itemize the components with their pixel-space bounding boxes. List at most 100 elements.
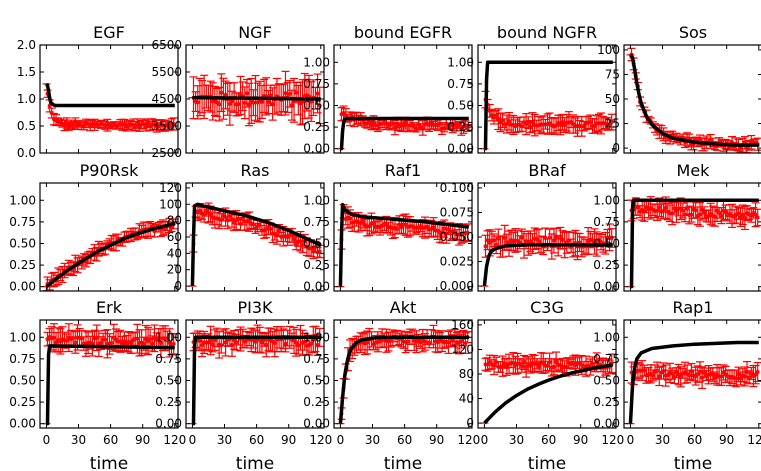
data-point — [727, 212, 732, 216]
data-point — [592, 124, 597, 128]
panel-bound-egfr: 0.00 0.25 0.50 0.75 1.00 bound EGFR — [303, 23, 473, 156]
data-point — [749, 371, 754, 376]
data-point — [715, 372, 720, 377]
data-point — [365, 340, 370, 345]
data-point — [264, 342, 269, 347]
y-tick-label: 0.100 — [440, 181, 474, 195]
data-point — [128, 341, 133, 346]
y-tick-label: 0.75 — [303, 215, 330, 229]
data-point — [420, 126, 425, 130]
data-point — [706, 214, 711, 218]
x-tick-label: 0 — [337, 433, 345, 447]
data-point — [571, 360, 576, 365]
plot-area — [626, 47, 761, 153]
y-tick-label: 40 — [167, 246, 182, 260]
data-point — [670, 371, 675, 376]
data-point — [51, 335, 56, 340]
data-point — [581, 124, 586, 129]
panel-bound-ngfr: 0.00 0.25 0.50 0.75 1.00 bound NGFR — [447, 23, 617, 156]
x-tick-label: 0 — [627, 433, 635, 447]
data-point — [230, 343, 234, 347]
data-point — [504, 364, 509, 369]
data-point — [341, 111, 346, 116]
data-point — [227, 214, 232, 218]
data-point — [384, 222, 389, 227]
y-tick-label: 120 — [159, 181, 182, 195]
y-tick-label: 0.25 — [447, 120, 474, 134]
axes-frame — [39, 319, 179, 429]
data-point — [492, 238, 496, 243]
data-point — [143, 123, 148, 128]
data-point — [73, 340, 78, 345]
data-point — [405, 339, 410, 344]
x-tick-label: 120 — [747, 433, 761, 447]
x-tick-label: 120 — [457, 433, 480, 447]
data-point — [732, 214, 737, 219]
y-tick-label: 1.0 — [17, 92, 36, 106]
data-point — [230, 217, 234, 222]
fit-line — [45, 221, 176, 289]
data-point — [663, 205, 668, 210]
data-point — [442, 226, 447, 231]
data-point — [742, 374, 747, 379]
y-tick-label: 1.00 — [303, 193, 330, 207]
axes-frame — [333, 44, 473, 154]
data-point — [485, 238, 490, 243]
y-tick-label: 0.00 — [593, 280, 620, 294]
y-tick-label: 0.25 — [593, 395, 620, 409]
x-tick-label: 30 — [655, 433, 670, 447]
data-point — [268, 93, 273, 98]
data-point — [45, 337, 50, 342]
panel-title: bound NGFR — [497, 23, 597, 42]
panel-title: Erk — [96, 298, 123, 317]
data-point — [547, 360, 552, 365]
data-point — [245, 91, 249, 96]
data-point — [541, 361, 546, 366]
data-point — [698, 369, 702, 374]
data-point — [674, 209, 679, 213]
data-point — [148, 337, 153, 341]
data-point — [296, 343, 301, 348]
x-axis-label: time — [236, 454, 274, 471]
data-point — [708, 211, 713, 216]
x-tick-label: 30 — [509, 433, 524, 447]
data-point — [425, 224, 430, 229]
panel-title: Rap1 — [673, 298, 714, 317]
y-tick-label: 0.00 — [303, 280, 330, 294]
axes-frame — [477, 44, 617, 154]
panel-c3g: 0 40 80 120 160 0 30 60 90 120 C3G time — [451, 298, 624, 471]
y-tick-label: 0.25 — [155, 395, 182, 409]
data-point — [118, 339, 123, 344]
data-point — [266, 224, 271, 229]
data-point — [315, 91, 320, 96]
data-point — [680, 208, 685, 213]
y-tick-label: 0.75 — [447, 77, 474, 91]
data-point — [698, 212, 702, 217]
data-point — [348, 216, 352, 221]
data-point — [672, 206, 677, 211]
panel-title: bound EGFR — [354, 23, 452, 42]
data-point — [496, 117, 501, 122]
data-point — [264, 226, 269, 231]
data-point — [47, 103, 52, 108]
y-tick-label: 100 — [159, 197, 182, 211]
y-tick-label: 0.25 — [303, 258, 330, 272]
data-point — [657, 205, 662, 210]
x-tick-label: 30 — [217, 433, 232, 447]
data-point — [590, 361, 595, 366]
data-point — [418, 224, 423, 229]
data-point — [457, 123, 462, 127]
data-point — [156, 336, 161, 340]
y-tick-label: 75 — [605, 67, 620, 81]
y-tick-label: 0.75 — [303, 352, 330, 366]
data-point — [526, 362, 531, 366]
data-point — [459, 339, 464, 344]
data-point — [135, 336, 140, 341]
fit-line — [45, 344, 175, 426]
plot-area — [480, 351, 616, 425]
data-point — [435, 340, 440, 345]
data-point — [642, 368, 647, 373]
data-point — [206, 340, 211, 345]
y-tick-label: 50 — [605, 92, 620, 106]
